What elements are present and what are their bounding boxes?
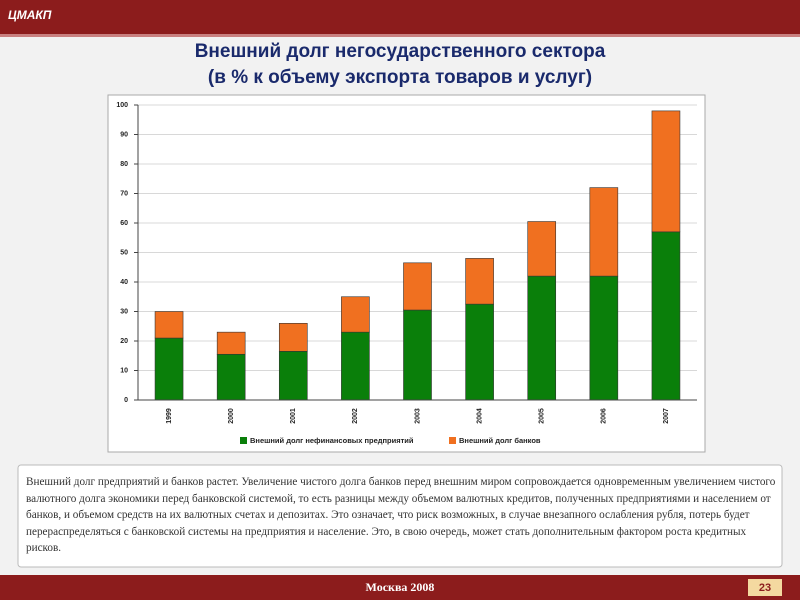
y-tick-label: 20 — [120, 338, 128, 345]
bar-segment — [589, 187, 619, 277]
bar-segment — [341, 296, 370, 333]
bar-segment — [278, 322, 308, 352]
bar-segment — [651, 231, 681, 401]
legend-label: Внешний долг нефинансовых предприятий — [250, 436, 414, 445]
bar-segment — [527, 221, 557, 277]
x-tick-label: 2007 — [663, 408, 670, 424]
x-tick-label: 2000 — [228, 408, 235, 424]
y-tick-label: 100 — [116, 102, 128, 109]
page-number: 23 — [759, 582, 771, 594]
top-banner-line — [0, 34, 800, 37]
bar-segment — [403, 262, 432, 311]
y-tick-label: 50 — [120, 249, 128, 256]
bar-segment — [651, 110, 681, 233]
y-tick-label: 80 — [120, 161, 128, 168]
x-tick-label: 2006 — [601, 408, 608, 424]
logo: ЦМАКП — [8, 8, 52, 22]
note: Внешний долг предприятий и банков растет… — [26, 476, 776, 554]
x-tick-label: 2001 — [290, 408, 297, 424]
page-box — [748, 579, 782, 596]
x-tick-label: 1999 — [166, 408, 173, 424]
bar-segment — [154, 337, 184, 401]
bar-segment — [154, 311, 184, 339]
bar-segment — [465, 303, 494, 401]
y-tick-label: 0 — [124, 397, 128, 404]
bar-segment — [403, 309, 432, 401]
bottom-banner — [0, 575, 800, 600]
x-tick-label: 2002 — [352, 408, 359, 424]
bar-segment — [465, 258, 494, 305]
y-tick-label: 70 — [120, 190, 128, 197]
bar-segment — [589, 275, 619, 401]
y-tick-label: 90 — [120, 131, 128, 138]
bar-segment — [278, 351, 308, 401]
y-tick-label: 10 — [120, 367, 128, 374]
note-box — [17, 464, 783, 568]
legend-swatch — [240, 437, 247, 444]
y-tick-label: 30 — [120, 308, 128, 315]
bar-segment — [216, 353, 246, 401]
footer-city: Москва 2008 — [366, 580, 435, 594]
bar-segment — [341, 331, 370, 401]
chart-title: Внешний долг негосударственного сектора — [195, 41, 606, 62]
y-tick-label: 40 — [120, 279, 128, 286]
top-banner — [0, 0, 800, 34]
y-tick-label: 60 — [120, 220, 128, 227]
bar-segment — [216, 331, 246, 355]
legend-label: Внешний долг банков — [459, 436, 541, 445]
chart-subtitle: (в % к объему экспорта товаров и услуг) — [208, 67, 592, 88]
x-tick-label: 2005 — [539, 408, 546, 424]
x-tick-label: 2004 — [476, 408, 483, 424]
legend-swatch — [449, 437, 456, 444]
bar-segment — [527, 275, 557, 401]
x-tick-label: 2003 — [414, 408, 421, 424]
